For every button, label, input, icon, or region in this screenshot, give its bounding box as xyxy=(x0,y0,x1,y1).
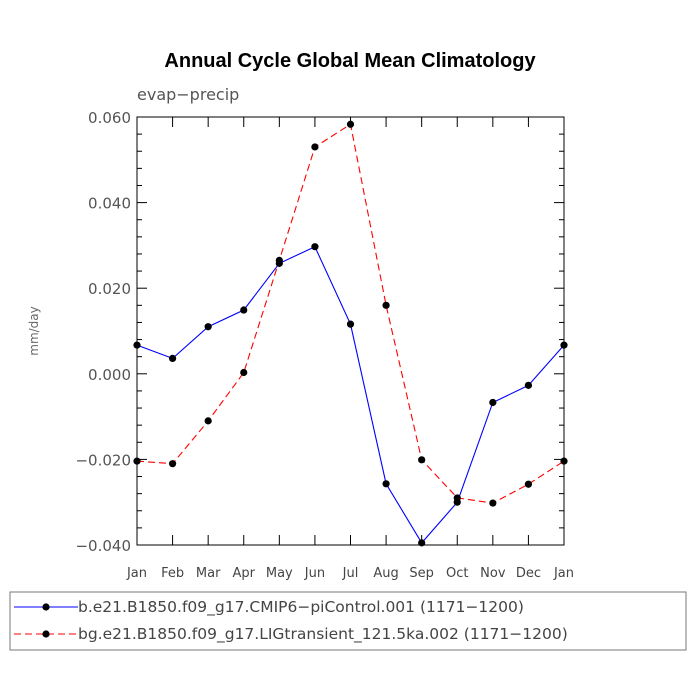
series-2-point xyxy=(133,457,141,465)
y-tick-label: −0.020 xyxy=(75,451,131,469)
legend: b.e21.B1850.f09_g17.CMIP6−piControl.001 … xyxy=(14,598,568,644)
chart-subtitle: evap−precip xyxy=(137,85,239,104)
y-tick-labels: 0.060 0.040 0.020 0.000 −0.020 −0.040 xyxy=(75,109,131,555)
series-1-point xyxy=(418,539,426,547)
series-2-point xyxy=(524,480,533,488)
x-tick-label: Jun xyxy=(304,566,325,581)
y-tick-label: 0.040 xyxy=(88,195,131,213)
series-layer xyxy=(133,120,568,547)
legend-box xyxy=(9,591,687,651)
x-tick-label: Feb xyxy=(161,566,184,581)
x-tick-label: Aug xyxy=(373,566,398,581)
series-1-point xyxy=(524,381,533,389)
series-2-point xyxy=(204,417,212,425)
plot-frame xyxy=(136,116,565,546)
x-tick-label: Jan xyxy=(126,566,147,581)
y-tick-label: 0.060 xyxy=(88,109,131,127)
series-2-point xyxy=(275,256,283,264)
series-1-point xyxy=(133,341,141,349)
series-2-point xyxy=(311,143,319,151)
legend-marker-2 xyxy=(42,630,50,638)
series-1-point xyxy=(240,306,248,314)
chart-title: Annual Cycle Global Mean Climatology xyxy=(164,50,536,72)
series-2-point xyxy=(240,368,248,377)
series-2-point xyxy=(489,499,497,507)
x-tick-label: Mar xyxy=(196,566,221,581)
x-tick-label: Dec xyxy=(516,566,541,581)
y-tick-label: 0.020 xyxy=(88,280,131,298)
series-2-point xyxy=(560,457,568,465)
x-tick-label: Nov xyxy=(480,566,506,581)
series-1-point xyxy=(204,323,212,331)
series-2-point xyxy=(418,456,426,464)
legend-label-1: b.e21.B1850.f09_g17.CMIP6−piControl.001 … xyxy=(78,598,524,617)
legend-marker-1 xyxy=(42,603,50,611)
x-tick-label: May xyxy=(266,566,293,581)
series-1-point xyxy=(311,243,319,251)
series-1-point xyxy=(346,320,355,328)
y-axis-label: mm/day xyxy=(27,306,41,356)
series-line-1 xyxy=(136,245,565,544)
axis-ticks xyxy=(136,116,565,546)
x-tick-label: Jul xyxy=(342,566,359,581)
series-2-point xyxy=(168,460,177,468)
x-tick-labels: Jan Feb Mar Apr May Jun Jul Aug Sep Oct Nov Dec Jan xyxy=(126,566,574,581)
y-tick-label: 0.000 xyxy=(88,366,131,384)
series-1-point xyxy=(382,480,390,488)
series-2-point xyxy=(453,494,461,502)
series-1-point xyxy=(168,354,177,362)
x-tick-label: Sep xyxy=(409,566,434,581)
series-2-point xyxy=(382,301,390,309)
series-1-point xyxy=(489,398,497,407)
x-tick-label: Jan xyxy=(553,566,574,581)
series-line-2 xyxy=(136,123,565,504)
y-tick-label: −0.040 xyxy=(75,537,131,555)
legend-label-2: bg.e21.B1850.f09_g17.LIGtransient_121.5k… xyxy=(78,625,568,644)
x-tick-label: Apr xyxy=(233,566,256,581)
x-tick-label: Oct xyxy=(446,566,468,581)
series-2-point xyxy=(346,120,355,128)
series-1-point xyxy=(560,341,568,349)
